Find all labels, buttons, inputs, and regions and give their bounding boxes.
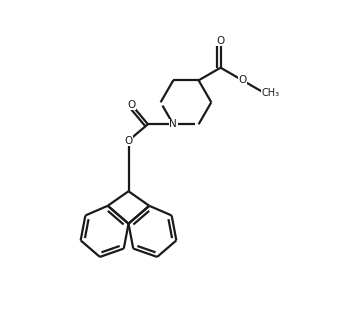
Text: CH₃: CH₃ [262, 88, 280, 98]
Text: O: O [124, 135, 133, 145]
Text: O: O [127, 100, 136, 110]
Text: O: O [238, 75, 247, 85]
Text: O: O [216, 36, 225, 46]
Text: N: N [169, 119, 177, 129]
